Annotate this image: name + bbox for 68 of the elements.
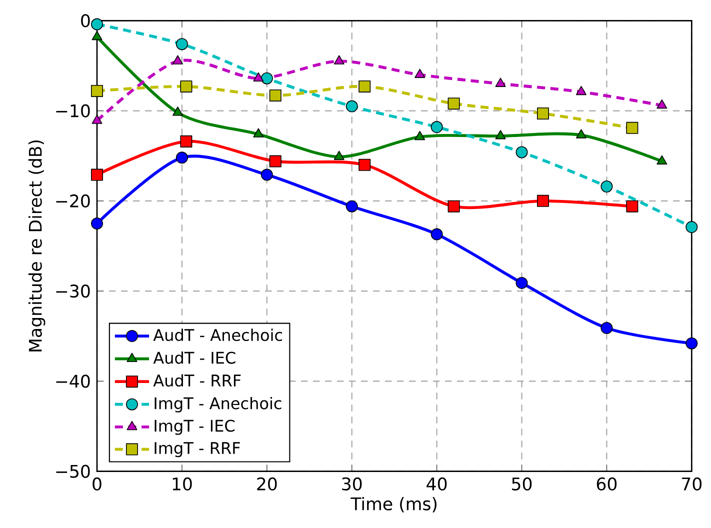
y-tick-label: −40 — [56, 374, 90, 388]
point — [269, 89, 282, 102]
point — [600, 322, 613, 334]
point — [260, 168, 273, 181]
point — [448, 98, 460, 110]
y-tick-label: 0 — [81, 14, 90, 28]
point — [180, 80, 192, 92]
point — [686, 221, 698, 234]
point — [656, 155, 668, 164]
point — [516, 276, 528, 289]
x-tick-label: 40 — [426, 477, 447, 490]
point — [516, 146, 528, 158]
point — [334, 150, 344, 160]
point — [686, 337, 698, 350]
point — [495, 78, 506, 87]
point — [626, 122, 638, 134]
point — [414, 68, 426, 78]
point — [358, 80, 371, 92]
point — [358, 158, 371, 171]
point — [430, 228, 443, 240]
point — [91, 84, 104, 97]
x-tick-label: 20 — [257, 477, 277, 490]
point — [92, 30, 102, 40]
y-tick-label: −10 — [56, 104, 90, 118]
point — [346, 200, 358, 212]
legend-label: ImgT - IEC — [154, 420, 234, 435]
point — [91, 18, 104, 30]
point — [253, 72, 264, 82]
legend-label: AudT - IEC — [153, 351, 236, 364]
point — [536, 107, 549, 120]
x-axis-title: Time (ms) — [350, 496, 437, 512]
point — [260, 72, 273, 84]
point — [91, 168, 104, 181]
x-tick-label: 30 — [342, 477, 362, 490]
point — [334, 55, 344, 64]
y-axis-title: Magnitude re Direct (dB) — [28, 140, 46, 352]
point — [600, 180, 613, 193]
x-tick-label: 0 — [92, 477, 102, 490]
point — [253, 128, 264, 138]
x-tick-label: 60 — [596, 477, 617, 490]
point — [414, 130, 426, 140]
legend-label: AudT - RRF — [153, 374, 241, 387]
y-tick-label: −20 — [56, 194, 90, 208]
point — [656, 99, 668, 109]
legend-label: ImgT - Anechoic — [154, 396, 282, 412]
point — [448, 200, 460, 212]
legend-label: ImgT - RRF — [154, 442, 240, 458]
x-tick-label: 10 — [172, 477, 192, 490]
point — [495, 130, 506, 140]
point — [536, 194, 549, 207]
point — [176, 38, 188, 50]
point — [346, 100, 358, 112]
point — [92, 114, 102, 124]
point — [91, 217, 104, 230]
point — [180, 135, 192, 148]
point — [269, 155, 282, 168]
x-tick-label: 50 — [512, 477, 532, 490]
point — [576, 86, 586, 96]
y-tick-label: −30 — [56, 284, 90, 298]
point — [430, 121, 443, 134]
y-tick-label: −50 — [56, 464, 90, 478]
x-tick-label: 70 — [682, 477, 702, 490]
legend-label: AudT - Anechoic — [153, 328, 282, 342]
point — [172, 55, 183, 64]
point — [172, 106, 183, 116]
point — [626, 200, 638, 212]
point — [576, 129, 586, 138]
point — [176, 152, 188, 164]
